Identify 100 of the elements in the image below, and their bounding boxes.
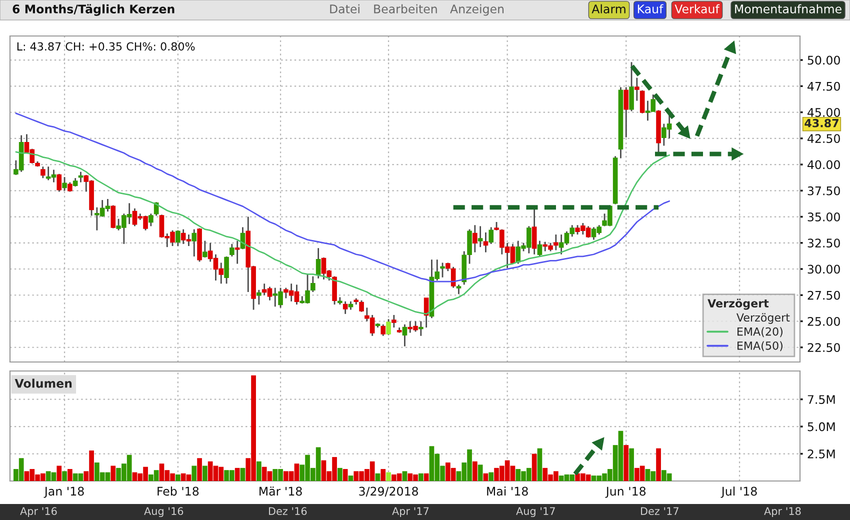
candlestick	[634, 77, 640, 102]
x-tick-label: Mär '18	[260, 486, 302, 496]
bar	[256, 461, 262, 481]
candlestick	[456, 284, 462, 295]
candlestick	[310, 276, 316, 293]
bar	[472, 461, 478, 481]
candlestick	[359, 300, 364, 313]
text: Aug '16	[144, 507, 184, 518]
y-tick-label: 27.50	[808, 290, 840, 300]
candlestick	[402, 324, 408, 348]
y-tick-label: 47.50	[808, 82, 840, 91]
candlestick	[342, 300, 348, 315]
candlestick	[392, 314, 396, 328]
y-tick-label: 25.00	[808, 316, 840, 326]
candlestick	[234, 240, 240, 264]
text: Apr '18	[764, 507, 801, 518]
x-tick-label: Jun '18	[605, 486, 646, 498]
y-tick-label: 2.5M	[808, 449, 835, 458]
candlestick	[176, 230, 180, 247]
candlestick	[624, 86, 629, 138]
candlestick	[316, 247, 321, 280]
bar	[68, 469, 72, 481]
candlestick	[554, 234, 558, 251]
candlestick	[202, 240, 208, 258]
x-tick-label: Jan '18	[44, 486, 84, 498]
text: Verkauf	[674, 4, 720, 14]
bar	[418, 473, 424, 481]
candlestick	[380, 324, 386, 337]
text: Alarm	[592, 4, 626, 14]
legend-label: EMA(20)	[738, 327, 782, 338]
y-tick-label: 30.00	[808, 264, 840, 274]
candlestick	[472, 224, 478, 253]
text: Apr '16	[20, 507, 57, 518]
bar	[386, 472, 391, 481]
candlestick	[192, 228, 197, 258]
y-tick-label: 42.50	[808, 134, 840, 144]
y-tick-label: 35.00	[808, 212, 840, 222]
text: Anzeigen	[450, 4, 504, 16]
candlestick	[418, 320, 424, 337]
candlestick	[110, 204, 116, 229]
y-tick-label: 45.00	[808, 108, 840, 117]
bar	[338, 468, 342, 481]
text: Dez '17	[641, 507, 678, 516]
text: Volumen	[14, 378, 72, 388]
y-tick-label: 50.00	[808, 56, 840, 65]
text: Apr '17	[392, 507, 429, 518]
text: Datei	[330, 4, 360, 14]
text: Kauf	[638, 4, 664, 14]
bar	[240, 468, 246, 481]
candlestick	[62, 176, 67, 192]
candlestick	[230, 243, 234, 258]
bar	[202, 466, 208, 481]
bar	[342, 469, 348, 481]
y-tick-label: 7.5M	[808, 395, 835, 404]
text: Bearbeiten	[374, 4, 437, 14]
bar	[380, 469, 386, 481]
candlestick	[386, 318, 391, 336]
bar	[192, 466, 197, 481]
bar	[624, 445, 629, 481]
legend-label: EMA(50)	[738, 341, 782, 352]
bar	[629, 448, 634, 481]
candlestick	[440, 262, 445, 278]
bar	[56, 466, 62, 481]
bar	[402, 471, 408, 481]
text: Verzögert	[736, 313, 790, 324]
y-tick-label: 32.50	[808, 238, 840, 248]
candlestick	[537, 240, 542, 258]
x-tick-label: Jul '18	[720, 486, 757, 498]
y-tick-label: 37.50	[808, 186, 840, 196]
candlestick	[56, 173, 62, 192]
annotation: 43.87	[804, 118, 838, 128]
candlestick	[483, 232, 488, 253]
candlestick	[148, 212, 154, 227]
candlestick	[488, 226, 494, 245]
candlestick	[640, 90, 645, 114]
bar	[375, 473, 380, 481]
annotation: L: 43.87 CH: +0.35 CH%: 0.80%	[17, 42, 195, 51]
bar	[532, 454, 537, 481]
x-tick-label: Mai '18	[487, 486, 528, 496]
bar	[478, 464, 483, 481]
candlestick	[40, 166, 46, 179]
bar	[424, 473, 429, 481]
x-tick-label: Feb '18	[158, 486, 199, 496]
candlestick	[78, 171, 84, 183]
bar	[483, 473, 488, 481]
bar	[488, 472, 494, 481]
text: Momentaufnahme	[735, 4, 842, 14]
candlestick	[467, 228, 472, 264]
bar	[348, 476, 354, 481]
y-tick-label: 22.50	[808, 343, 840, 352]
candlestick	[478, 225, 483, 248]
bar	[110, 466, 116, 481]
bar	[537, 448, 542, 481]
y-tick-label: 40.00	[808, 160, 840, 170]
candlestick	[224, 256, 229, 284]
x-tick-label: 3/29/2018	[359, 486, 418, 497]
candlestick	[256, 289, 262, 306]
bar	[197, 458, 202, 481]
bar	[62, 471, 67, 481]
text: Dez '16	[269, 507, 307, 516]
